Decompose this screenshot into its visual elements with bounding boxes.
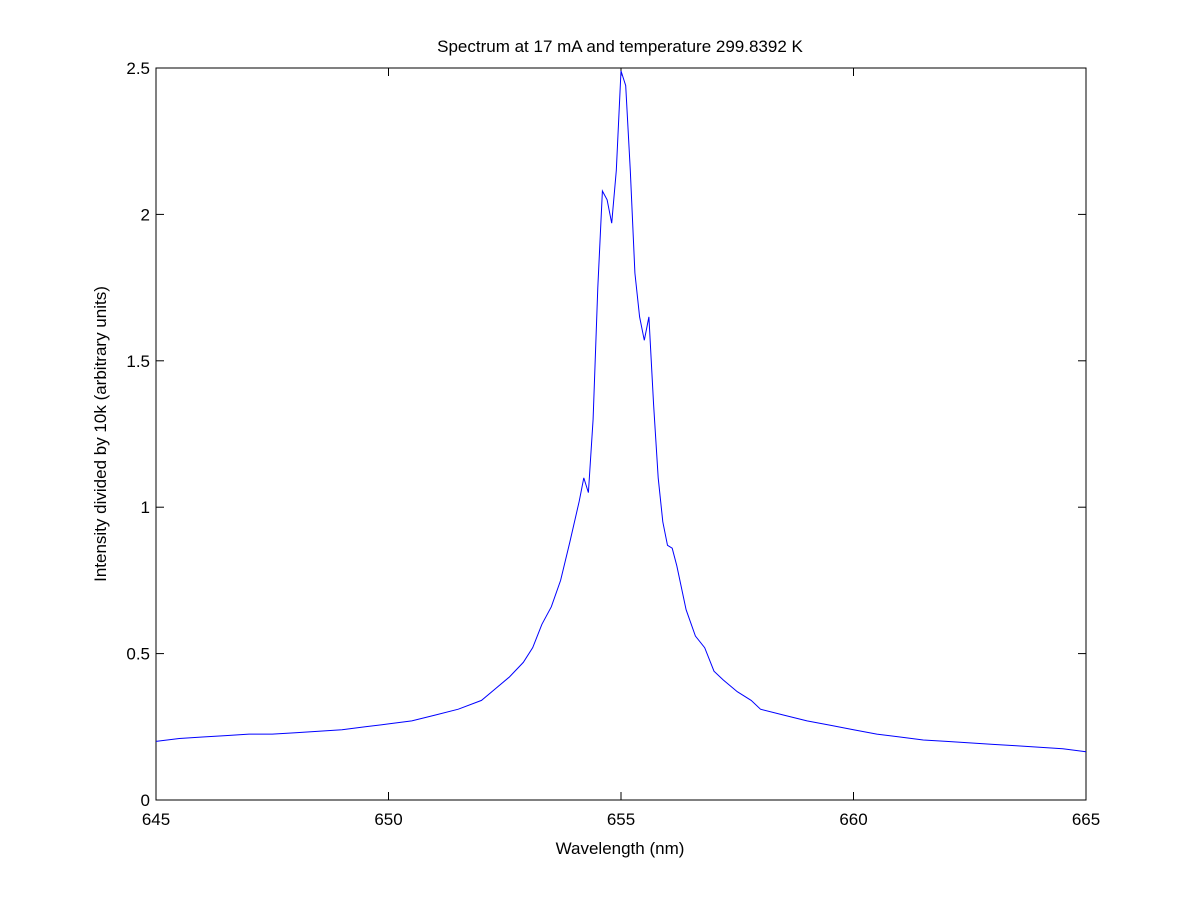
y-tick-label: 1.5 [126, 352, 150, 371]
tick-marks [155, 67, 1087, 801]
y-tick-label: 0 [141, 791, 150, 810]
y-axis-label: Intensity divided by 10k (arbitrary unit… [91, 286, 110, 582]
y-tick-label: 2 [141, 205, 150, 224]
x-tick-labels: 645 650 655 660 665 [142, 810, 1100, 829]
plot-area: 645 650 655 660 665 0 0.5 1 1.5 2 2.5 [126, 59, 1100, 829]
y-tick-label: 0.5 [126, 645, 150, 664]
x-tick-label: 645 [142, 810, 170, 829]
y-tick-labels: 0 0.5 1 1.5 2 2.5 [126, 59, 150, 810]
y-tick-label: 1 [141, 498, 150, 517]
axes-box [155, 67, 1087, 801]
x-tick-label: 665 [1072, 810, 1100, 829]
x-tick-label: 660 [839, 810, 867, 829]
x-axis-label: Wavelength (nm) [556, 839, 685, 858]
spectrum-series-line [155, 70, 1087, 753]
x-tick-label: 655 [607, 810, 635, 829]
y-tick-label: 2.5 [126, 59, 150, 78]
x-tick-label: 650 [374, 810, 402, 829]
chart-title: Spectrum at 17 mA and temperature 299.83… [437, 37, 803, 56]
